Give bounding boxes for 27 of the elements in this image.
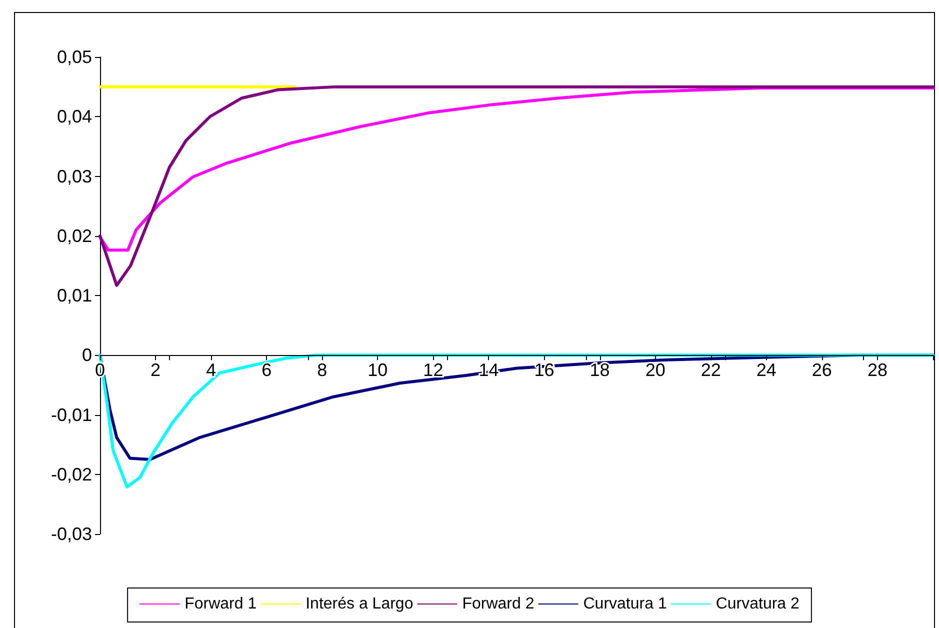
x-tick-label: 12	[423, 360, 444, 380]
legend-label: Curvatura 2	[716, 596, 800, 612]
y-tick-label: -0,01	[50, 404, 92, 425]
x-tick-label: 4	[206, 360, 216, 380]
x-tick-label: 8	[317, 360, 328, 380]
legend-label: Curvatura 1	[583, 596, 667, 612]
y-tick-label: -0,03	[50, 524, 92, 544]
line-series	[98, 85, 934, 287]
x-tick-label: 6	[262, 360, 272, 380]
x-tick-label: 18	[590, 360, 610, 380]
x-tick-label: 26	[812, 360, 832, 380]
y-tick-label: 0,04	[56, 106, 92, 127]
x-tick-label: 22	[700, 360, 721, 380]
y-tick-label: -0,02	[50, 464, 92, 484]
x-tick-label: 28	[867, 360, 888, 380]
y-tick-label: 0,03	[56, 166, 92, 186]
legend-label: Interés a Largo	[306, 596, 414, 612]
x-tick-label: 2	[150, 360, 161, 380]
y-tick-label: 0,01	[56, 286, 92, 306]
x-tick-label: 24	[756, 360, 776, 380]
y-tick-label: 0,02	[56, 226, 92, 246]
y-tick-label: 0	[82, 345, 92, 366]
legend-label: Forward 2	[462, 596, 534, 612]
x-tick-label: 20	[645, 360, 666, 380]
y-tick-label: 0,05	[56, 47, 92, 67]
legend-label: Forward 1	[184, 596, 257, 612]
x-tick-label: 10	[368, 360, 388, 380]
